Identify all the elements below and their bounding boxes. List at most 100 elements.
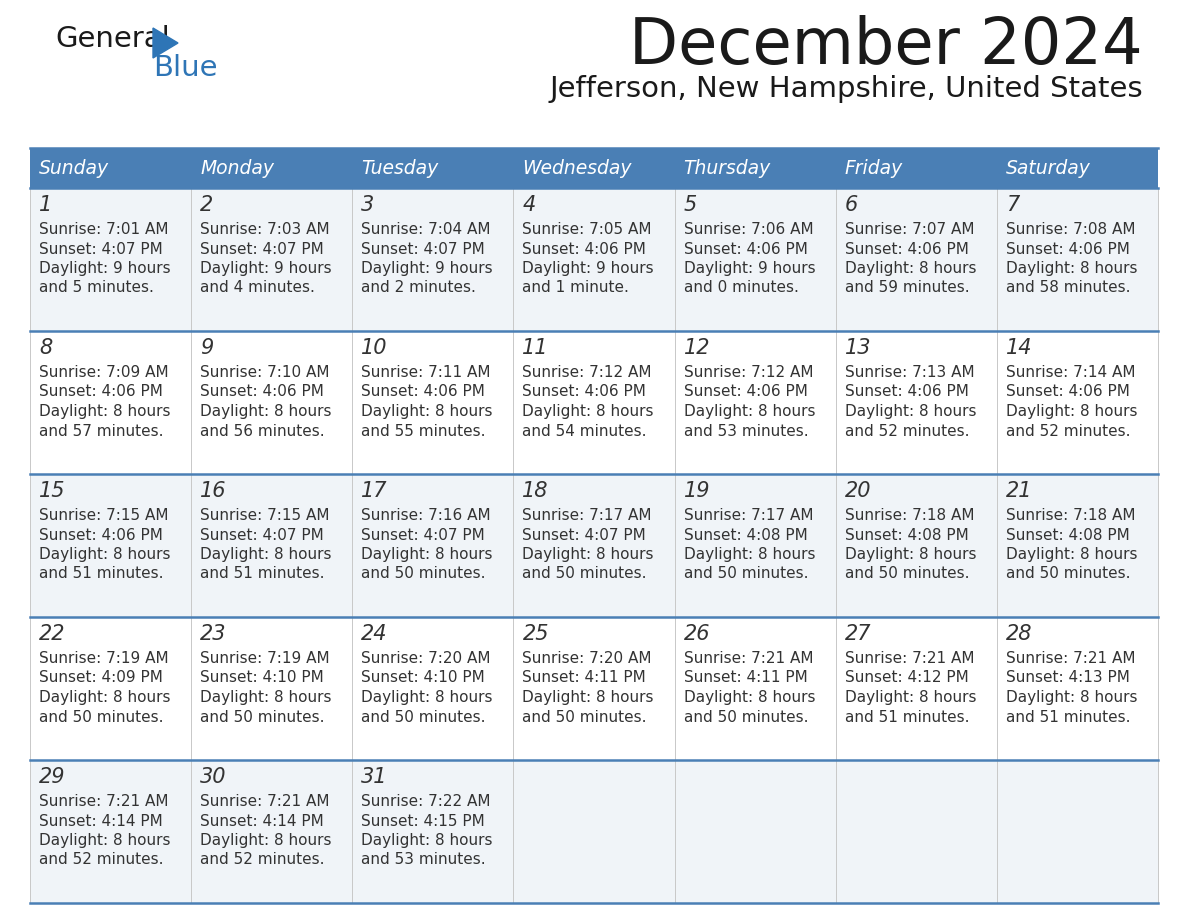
Text: 27: 27 [845, 624, 871, 644]
Bar [835, 617, 997, 760]
Bar [513, 148, 675, 188]
Text: Daylight: 8 hours: Daylight: 8 hours [361, 833, 493, 848]
Text: Sunset: 4:07 PM: Sunset: 4:07 PM [39, 241, 163, 256]
Text: Sunrise: 7:17 AM: Sunrise: 7:17 AM [683, 508, 813, 523]
Text: Sunset: 4:13 PM: Sunset: 4:13 PM [1006, 670, 1130, 686]
Bar [997, 760, 1158, 903]
Bar [30, 474, 191, 617]
Text: and 56 minutes.: and 56 minutes. [200, 423, 324, 439]
Text: Sunset: 4:14 PM: Sunset: 4:14 PM [200, 813, 324, 829]
Text: 3: 3 [361, 195, 374, 215]
Text: and 51 minutes.: and 51 minutes. [39, 566, 164, 581]
Text: Daylight: 8 hours: Daylight: 8 hours [1006, 404, 1137, 419]
Text: Daylight: 9 hours: Daylight: 9 hours [39, 261, 171, 276]
Text: 7: 7 [1006, 195, 1019, 215]
Text: and 50 minutes.: and 50 minutes. [523, 710, 647, 724]
Text: and 52 minutes.: and 52 minutes. [845, 423, 969, 439]
Text: Sunset: 4:06 PM: Sunset: 4:06 PM [845, 385, 968, 399]
Text: and 5 minutes.: and 5 minutes. [39, 281, 154, 296]
Text: Sunset: 4:06 PM: Sunset: 4:06 PM [1006, 385, 1130, 399]
Text: and 50 minutes.: and 50 minutes. [683, 566, 808, 581]
Text: Sunset: 4:07 PM: Sunset: 4:07 PM [361, 528, 485, 543]
Text: and 51 minutes.: and 51 minutes. [1006, 710, 1130, 724]
Text: Sunday: Sunday [39, 159, 109, 177]
Bar [835, 760, 997, 903]
Text: Sunrise: 7:20 AM: Sunrise: 7:20 AM [361, 651, 491, 666]
Text: and 50 minutes.: and 50 minutes. [523, 566, 647, 581]
Text: Saturday: Saturday [1006, 159, 1091, 177]
Bar [513, 331, 675, 474]
Text: Sunset: 4:07 PM: Sunset: 4:07 PM [523, 528, 646, 543]
Text: Sunrise: 7:14 AM: Sunrise: 7:14 AM [1006, 365, 1136, 380]
Text: 20: 20 [845, 481, 871, 501]
Text: Sunset: 4:06 PM: Sunset: 4:06 PM [683, 385, 808, 399]
Text: Sunset: 4:08 PM: Sunset: 4:08 PM [845, 528, 968, 543]
Text: Friday: Friday [845, 159, 903, 177]
Text: Sunset: 4:06 PM: Sunset: 4:06 PM [1006, 241, 1130, 256]
Text: and 50 minutes.: and 50 minutes. [1006, 566, 1130, 581]
Bar [513, 760, 675, 903]
Bar [191, 331, 353, 474]
Bar [30, 188, 191, 331]
Text: Sunset: 4:07 PM: Sunset: 4:07 PM [361, 241, 485, 256]
Text: Sunrise: 7:19 AM: Sunrise: 7:19 AM [39, 651, 169, 666]
Text: 25: 25 [523, 624, 549, 644]
Bar [835, 188, 997, 331]
Text: Monday: Monday [200, 159, 274, 177]
Bar [513, 188, 675, 331]
Bar [997, 331, 1158, 474]
Bar [30, 760, 191, 903]
Bar [675, 188, 835, 331]
Text: 17: 17 [361, 481, 387, 501]
Bar [30, 331, 191, 474]
Text: and 1 minute.: and 1 minute. [523, 281, 630, 296]
Text: 2: 2 [200, 195, 214, 215]
Bar [353, 617, 513, 760]
Text: and 58 minutes.: and 58 minutes. [1006, 281, 1130, 296]
Text: Daylight: 8 hours: Daylight: 8 hours [200, 833, 331, 848]
Text: Sunset: 4:08 PM: Sunset: 4:08 PM [683, 528, 808, 543]
Text: Sunrise: 7:15 AM: Sunrise: 7:15 AM [200, 508, 329, 523]
Text: Daylight: 8 hours: Daylight: 8 hours [361, 690, 493, 705]
Text: 19: 19 [683, 481, 710, 501]
Text: Sunset: 4:09 PM: Sunset: 4:09 PM [39, 670, 163, 686]
Text: Daylight: 9 hours: Daylight: 9 hours [683, 261, 815, 276]
Text: 28: 28 [1006, 624, 1032, 644]
Text: and 53 minutes.: and 53 minutes. [683, 423, 808, 439]
Text: and 2 minutes.: and 2 minutes. [361, 281, 476, 296]
Text: 10: 10 [361, 338, 387, 358]
Text: Daylight: 8 hours: Daylight: 8 hours [523, 547, 653, 562]
Text: and 4 minutes.: and 4 minutes. [200, 281, 315, 296]
Bar [191, 617, 353, 760]
Text: Daylight: 8 hours: Daylight: 8 hours [523, 690, 653, 705]
Text: Jefferson, New Hampshire, United States: Jefferson, New Hampshire, United States [549, 75, 1143, 103]
Text: Sunrise: 7:21 AM: Sunrise: 7:21 AM [683, 651, 813, 666]
Text: 4: 4 [523, 195, 536, 215]
Text: Sunrise: 7:18 AM: Sunrise: 7:18 AM [1006, 508, 1136, 523]
Text: 29: 29 [39, 767, 65, 787]
Bar [191, 760, 353, 903]
Text: Sunrise: 7:16 AM: Sunrise: 7:16 AM [361, 508, 491, 523]
Bar [997, 148, 1158, 188]
Text: Daylight: 8 hours: Daylight: 8 hours [200, 690, 331, 705]
Text: Sunrise: 7:13 AM: Sunrise: 7:13 AM [845, 365, 974, 380]
Text: Sunset: 4:12 PM: Sunset: 4:12 PM [845, 670, 968, 686]
Text: Sunrise: 7:21 AM: Sunrise: 7:21 AM [1006, 651, 1136, 666]
Text: Sunrise: 7:09 AM: Sunrise: 7:09 AM [39, 365, 169, 380]
Text: Sunset: 4:06 PM: Sunset: 4:06 PM [845, 241, 968, 256]
Text: 11: 11 [523, 338, 549, 358]
Bar [191, 188, 353, 331]
Bar [191, 474, 353, 617]
Text: Sunset: 4:14 PM: Sunset: 4:14 PM [39, 813, 163, 829]
Text: 8: 8 [39, 338, 52, 358]
Text: Daylight: 9 hours: Daylight: 9 hours [523, 261, 655, 276]
Bar [513, 617, 675, 760]
Text: Daylight: 8 hours: Daylight: 8 hours [845, 404, 977, 419]
Text: Wednesday: Wednesday [523, 159, 632, 177]
Text: Sunrise: 7:21 AM: Sunrise: 7:21 AM [845, 651, 974, 666]
Bar [997, 188, 1158, 331]
Text: Daylight: 8 hours: Daylight: 8 hours [361, 404, 493, 419]
Text: Sunrise: 7:06 AM: Sunrise: 7:06 AM [683, 222, 814, 237]
Text: Sunrise: 7:08 AM: Sunrise: 7:08 AM [1006, 222, 1136, 237]
Text: Sunset: 4:07 PM: Sunset: 4:07 PM [200, 241, 324, 256]
